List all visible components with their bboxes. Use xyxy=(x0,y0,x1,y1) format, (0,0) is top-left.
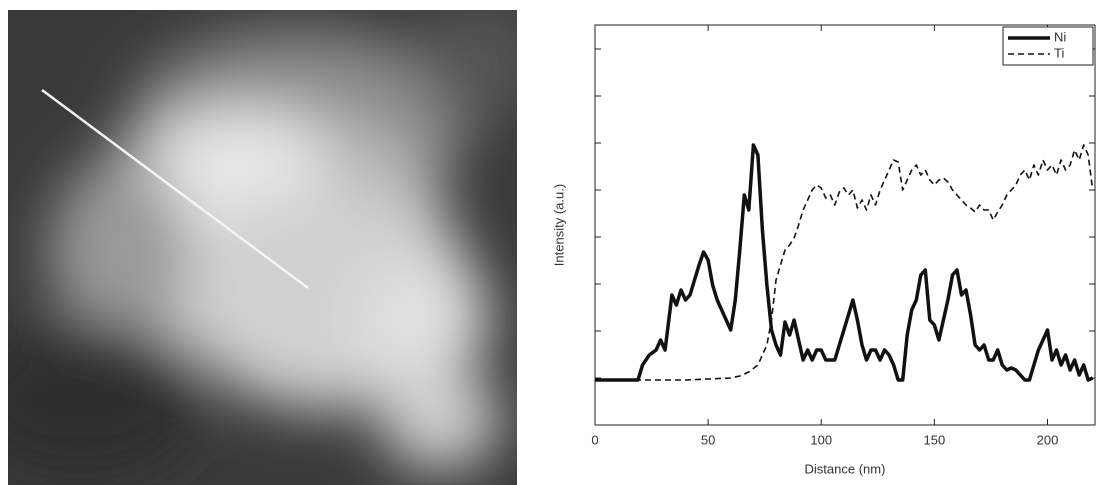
legend-label: Ni xyxy=(1054,29,1066,44)
plot-frame xyxy=(594,24,1096,426)
micrograph xyxy=(8,10,517,485)
legend-box xyxy=(1002,26,1094,66)
x-tick-label: 50 xyxy=(701,432,715,447)
series-line xyxy=(595,144,1094,381)
x-tick-label: 150 xyxy=(924,432,946,447)
series-line xyxy=(595,143,1094,382)
y-axis-title: Intensity (a.u.) xyxy=(551,184,566,266)
legend-label: Ti xyxy=(1054,45,1064,60)
x-tick-label: 0 xyxy=(591,432,598,447)
x-axis-title: Distance (nm) xyxy=(805,461,886,476)
x-tick-label: 100 xyxy=(810,432,832,447)
x-tick-label: 200 xyxy=(1037,432,1059,447)
scan-line xyxy=(41,88,309,290)
